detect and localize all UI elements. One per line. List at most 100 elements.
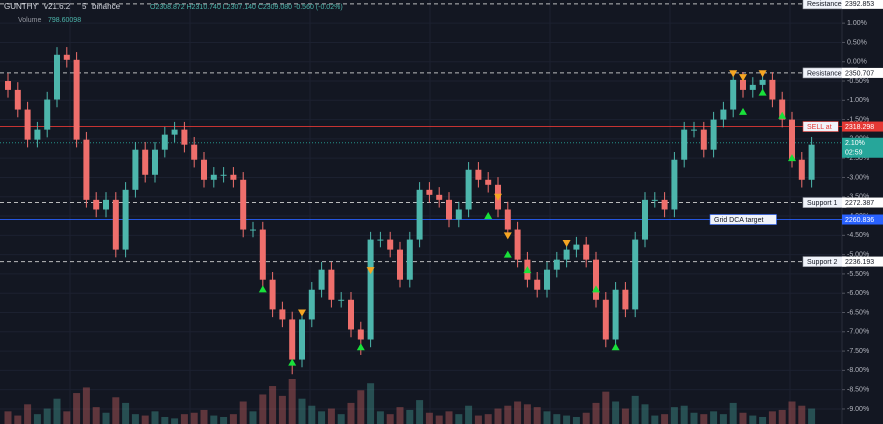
y-tick-label: -1.50% xyxy=(847,116,869,123)
level-label: Resistance 1 xyxy=(807,70,848,77)
volume-bar xyxy=(14,415,22,424)
candle-body xyxy=(769,79,776,100)
sell-signal xyxy=(729,70,738,78)
volume-bar xyxy=(719,414,727,424)
volume-bar xyxy=(808,408,816,424)
candle-body xyxy=(240,179,247,230)
volume-bar xyxy=(543,411,551,424)
volume-bar xyxy=(631,395,639,424)
candle-body xyxy=(798,159,805,180)
volume-bar xyxy=(131,414,139,424)
level-label: Support 1 xyxy=(807,200,837,207)
y-tick-label: -2.50% xyxy=(847,155,869,162)
y-tick-label: 0.00% xyxy=(847,59,867,66)
buy-signal xyxy=(523,266,532,274)
volume-bar xyxy=(43,408,51,424)
sell-signal xyxy=(739,74,747,82)
candle-body xyxy=(691,129,697,131)
candle-body xyxy=(553,259,560,270)
volume-bar xyxy=(582,412,590,424)
price-tag-text: 2272.387 xyxy=(845,200,874,207)
volume-bar xyxy=(788,401,796,424)
candle-body xyxy=(475,169,482,180)
volume-bar xyxy=(73,393,81,424)
volume-bar xyxy=(710,411,718,424)
price-tag-text: 2350.707 xyxy=(845,70,874,77)
y-tick-label: -1.00% xyxy=(847,97,869,104)
candle-body xyxy=(289,319,296,360)
sell-signal xyxy=(503,232,512,240)
volume-bar xyxy=(396,407,404,424)
volume-bar xyxy=(180,414,188,424)
buy-signal xyxy=(758,88,767,96)
price-tag xyxy=(842,67,883,78)
volume-bar xyxy=(239,401,247,424)
candle-body xyxy=(602,299,609,340)
candle-body xyxy=(583,244,590,260)
candle-body xyxy=(593,259,599,300)
candle-body xyxy=(700,129,707,150)
volume-bar xyxy=(92,407,100,424)
volume-bar xyxy=(259,394,267,424)
price-tag-text: 2236.193 xyxy=(845,259,874,266)
volume-bar xyxy=(680,405,688,424)
buy-signal xyxy=(611,343,620,351)
level-label-box xyxy=(709,214,777,225)
y-tick-label: -3.00% xyxy=(847,174,869,181)
volume-bar xyxy=(661,414,669,424)
candle-body xyxy=(201,159,207,180)
candle-body xyxy=(132,149,139,190)
volume-bar xyxy=(63,411,71,424)
y-tick-label: 1.00% xyxy=(847,20,867,27)
y-tick-label: -3.50% xyxy=(847,194,869,201)
buy-signal xyxy=(592,285,600,293)
candle-body xyxy=(220,174,227,176)
volume-bar xyxy=(455,414,463,424)
candle-body xyxy=(54,54,60,100)
candle-body xyxy=(622,289,629,310)
candle-body xyxy=(338,299,345,301)
volume-bar xyxy=(33,414,41,424)
volume-bar xyxy=(690,412,698,424)
volume-bar xyxy=(621,408,629,424)
candle-body xyxy=(14,89,21,110)
volume-bar xyxy=(435,415,443,424)
volume-bar xyxy=(504,405,512,424)
price-tag xyxy=(842,0,883,9)
volume-bar xyxy=(759,416,767,424)
volume-bar xyxy=(376,411,384,424)
volume-bar xyxy=(288,379,296,424)
candle-body xyxy=(730,79,737,110)
volume-bar xyxy=(220,416,228,424)
volume-bar xyxy=(386,414,394,424)
candle-body xyxy=(44,99,51,130)
level-label-box xyxy=(802,121,839,132)
candle-body xyxy=(465,169,472,210)
volume-bar xyxy=(563,415,571,424)
volume-bar xyxy=(553,414,561,424)
y-tick-label: -5.00% xyxy=(847,251,869,258)
price-tag xyxy=(842,137,883,158)
candle-body xyxy=(426,189,433,195)
candle-body xyxy=(446,199,452,220)
price-tag xyxy=(842,214,883,225)
candle-body xyxy=(632,239,639,310)
price-tag-countdown: 02:59 xyxy=(845,150,863,157)
buy-signal xyxy=(484,212,493,220)
volume-bar xyxy=(474,415,482,424)
candle-body xyxy=(24,109,31,140)
price-tag-text: 2318.298 xyxy=(845,124,874,131)
price-tag-text: 2.10% xyxy=(845,140,865,147)
candle-body xyxy=(348,299,354,330)
volume-bar xyxy=(200,409,208,424)
interval: 5 xyxy=(82,2,87,11)
candle-body xyxy=(710,119,717,150)
candle-body xyxy=(112,199,119,250)
candle-body xyxy=(318,269,325,290)
volume-bar xyxy=(445,411,453,424)
volume-bar xyxy=(141,415,149,424)
candle-body xyxy=(671,159,678,210)
sell-signal xyxy=(298,309,306,317)
volume-bars xyxy=(4,379,816,424)
